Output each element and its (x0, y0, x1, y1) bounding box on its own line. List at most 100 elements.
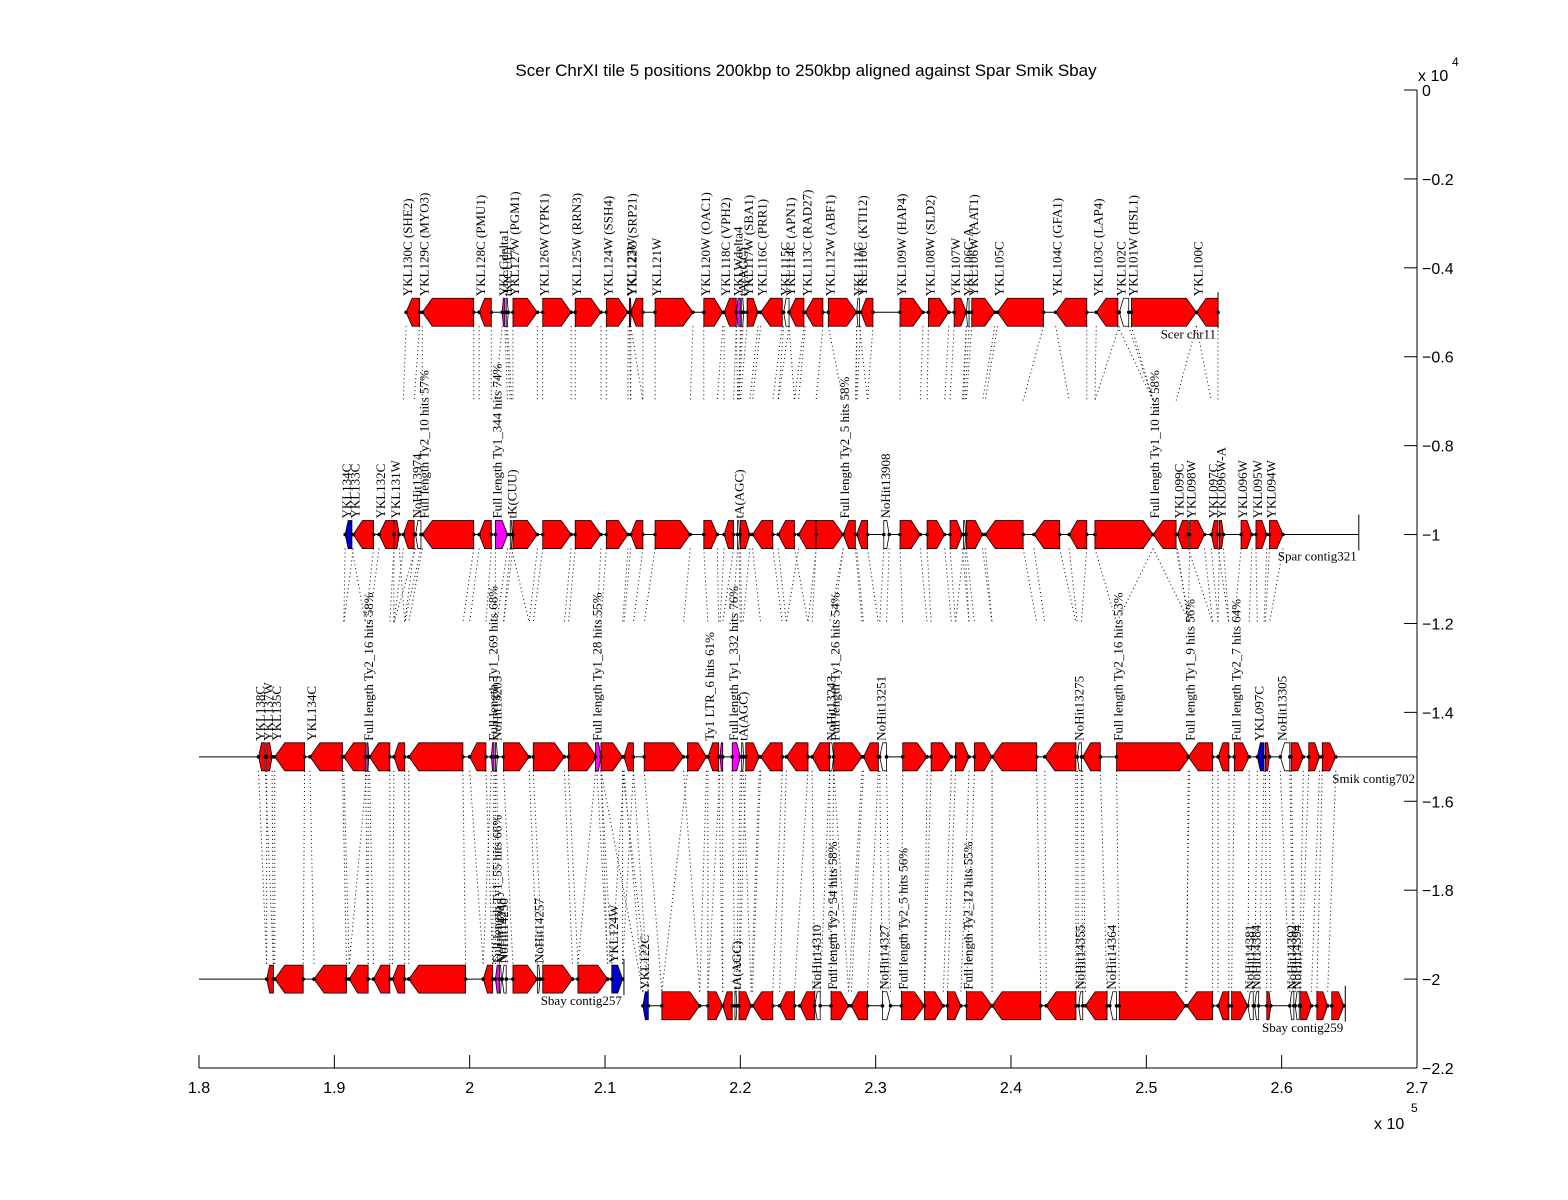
gene-arrow[interactable] (814, 991, 821, 1021)
gene-arrow[interactable] (1109, 991, 1117, 1021)
gene-arrow[interactable] (1118, 991, 1187, 1021)
gene-arrow[interactable] (752, 520, 774, 549)
gene-arrow[interactable] (984, 520, 1024, 549)
gene-arrow[interactable] (352, 520, 374, 549)
gene-arrow[interactable] (630, 297, 644, 327)
gene-arrow[interactable] (745, 742, 760, 772)
gene-arrow[interactable] (600, 742, 624, 772)
gene-arrow[interactable] (503, 742, 530, 772)
gene-arrow[interactable] (1308, 742, 1320, 772)
gene-arrow[interactable] (850, 991, 868, 1021)
gene-arrow[interactable] (1217, 991, 1230, 1021)
gene-arrow[interactable] (900, 991, 925, 1021)
gene-arrow[interactable] (274, 742, 305, 772)
gene-arrow[interactable] (478, 520, 492, 549)
gene-arrow[interactable] (1177, 520, 1189, 549)
gene-arrow[interactable] (405, 297, 420, 327)
gene-arrow[interactable] (703, 520, 718, 549)
gene-arrow[interactable] (902, 742, 928, 772)
gene-arrow[interactable] (1269, 520, 1284, 549)
gene-arrow[interactable] (703, 297, 724, 327)
gene-arrow[interactable] (274, 964, 304, 994)
gene-arrow[interactable] (577, 964, 609, 994)
gene-arrow[interactable] (469, 742, 487, 772)
gene-arrow[interactable] (661, 991, 701, 1021)
gene-arrow[interactable] (687, 742, 707, 772)
gene-arrow[interactable] (654, 520, 691, 549)
gene-arrow[interactable] (830, 991, 850, 1021)
gene-arrow[interactable] (829, 742, 835, 772)
gene-arrow[interactable] (785, 742, 809, 772)
gene-arrow[interactable] (991, 742, 1038, 772)
gene-arrow[interactable] (1189, 520, 1205, 549)
gene-arrow[interactable] (266, 964, 274, 994)
gene-arrow[interactable] (1290, 742, 1304, 772)
gene-arrow[interactable] (595, 742, 602, 772)
gene-arrow[interactable] (512, 964, 538, 994)
gene-arrow[interactable] (804, 297, 824, 327)
gene-arrow[interactable] (1116, 742, 1191, 772)
gene-arrow[interactable] (1195, 297, 1219, 327)
gene-arrow[interactable] (611, 964, 624, 994)
gene-arrow[interactable] (393, 742, 406, 772)
gene-arrow[interactable] (605, 520, 629, 549)
gene-arrow[interactable] (1254, 991, 1260, 1021)
gene-arrow[interactable] (777, 520, 795, 549)
gene-arrow[interactable] (723, 520, 734, 549)
gene-arrow[interactable] (863, 742, 879, 772)
gene-arrow[interactable] (408, 964, 467, 994)
gene-arrow[interactable] (512, 297, 538, 327)
gene-arrow[interactable] (1240, 520, 1253, 549)
gene-arrow[interactable] (482, 964, 494, 994)
gene-arrow[interactable] (752, 991, 774, 1021)
gene-arrow[interactable] (1217, 742, 1230, 772)
gene-arrow[interactable] (309, 742, 343, 772)
gene-arrow[interactable] (923, 991, 944, 1021)
gene-arrow[interactable] (723, 297, 737, 327)
gene-arrow[interactable] (815, 520, 844, 549)
gene-arrow[interactable] (1256, 742, 1265, 772)
gene-arrow[interactable] (402, 520, 415, 549)
gene-arrow[interactable] (1210, 520, 1219, 549)
gene-arrow[interactable] (266, 742, 273, 772)
gene-arrow[interactable] (568, 742, 598, 772)
gene-arrow[interactable] (1118, 297, 1130, 327)
gene-arrow[interactable] (408, 742, 464, 772)
gene-arrow[interactable] (344, 520, 353, 549)
gene-arrow[interactable] (605, 297, 629, 327)
gene-arrow[interactable] (955, 742, 970, 772)
gene-arrow[interactable] (860, 297, 874, 327)
gene-arrow[interactable] (991, 991, 1042, 1021)
gene-arrow[interactable] (1082, 742, 1101, 772)
gene-arrow[interactable] (783, 297, 790, 327)
gene-arrow[interactable] (722, 991, 733, 1021)
gene-arrow[interactable] (421, 520, 475, 549)
gene-arrow[interactable] (643, 742, 684, 772)
gene-arrow[interactable] (654, 297, 694, 327)
gene-arrow[interactable] (258, 742, 266, 772)
gene-arrow[interactable] (542, 520, 572, 549)
gene-arrow[interactable] (926, 520, 946, 549)
gene-arrow[interactable] (1233, 742, 1250, 772)
gene-arrow[interactable] (542, 297, 572, 327)
gene-arrow[interactable] (788, 297, 805, 327)
gene-arrow[interactable] (494, 520, 508, 549)
gene-arrow[interactable] (1152, 520, 1177, 549)
gene-arrow[interactable] (760, 297, 783, 327)
gene-arrow[interactable] (1231, 991, 1249, 1021)
gene-arrow[interactable] (738, 991, 752, 1021)
gene-arrow[interactable] (798, 520, 817, 549)
gene-arrow[interactable] (630, 520, 644, 549)
gene-arrow[interactable] (746, 297, 759, 327)
gene-arrow[interactable] (1186, 991, 1214, 1021)
gene-arrow[interactable] (882, 991, 891, 1021)
gene-arrow[interactable] (421, 297, 475, 327)
gene-arrow[interactable] (415, 520, 422, 549)
gene-arrow[interactable] (1247, 991, 1254, 1021)
gene-arrow[interactable] (1094, 520, 1154, 549)
gene-arrow[interactable] (393, 520, 400, 549)
gene-arrow[interactable] (1076, 742, 1082, 772)
gene-arrow[interactable] (731, 742, 741, 772)
gene-arrow[interactable] (1279, 742, 1291, 772)
gene-arrow[interactable] (1084, 991, 1108, 1021)
